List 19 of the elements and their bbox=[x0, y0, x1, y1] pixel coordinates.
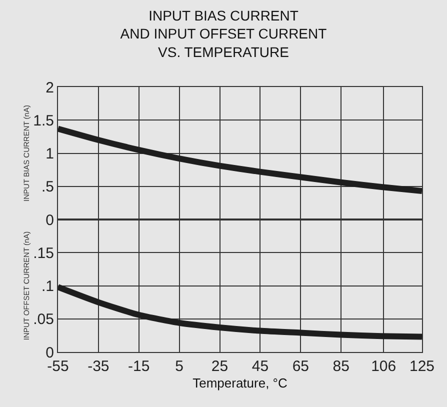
y-tick-label: 0 bbox=[46, 212, 54, 229]
y-tick-label: .1 bbox=[41, 278, 54, 295]
x-tick-label: 5 bbox=[175, 358, 184, 375]
x-tick-label: -15 bbox=[128, 358, 150, 375]
x-tick-label: -35 bbox=[88, 358, 110, 375]
x-tick-label: 125 bbox=[409, 358, 435, 375]
x-tick-label: 25 bbox=[211, 358, 228, 375]
y-tick-label: .05 bbox=[33, 311, 54, 328]
y-tick-label: .5 bbox=[41, 178, 54, 196]
y-tick-label: .15 bbox=[33, 244, 54, 262]
y-tick-label: 2 bbox=[46, 79, 54, 96]
x-tick-label: 106 bbox=[371, 358, 396, 375]
y-tick-label: 1.5 bbox=[33, 112, 54, 130]
chart-title: INPUT BIAS CURRENT AND INPUT OFFSET CURRENT VS. TEMPERATURE bbox=[120, 7, 328, 60]
x-tick-label: 85 bbox=[332, 358, 350, 375]
x-axis-title: Temperature, °C bbox=[192, 376, 288, 391]
x-tick-label: 65 bbox=[292, 358, 310, 375]
x-tick-label: 45 bbox=[252, 358, 269, 375]
y-tick-label: 1 bbox=[46, 146, 54, 162]
